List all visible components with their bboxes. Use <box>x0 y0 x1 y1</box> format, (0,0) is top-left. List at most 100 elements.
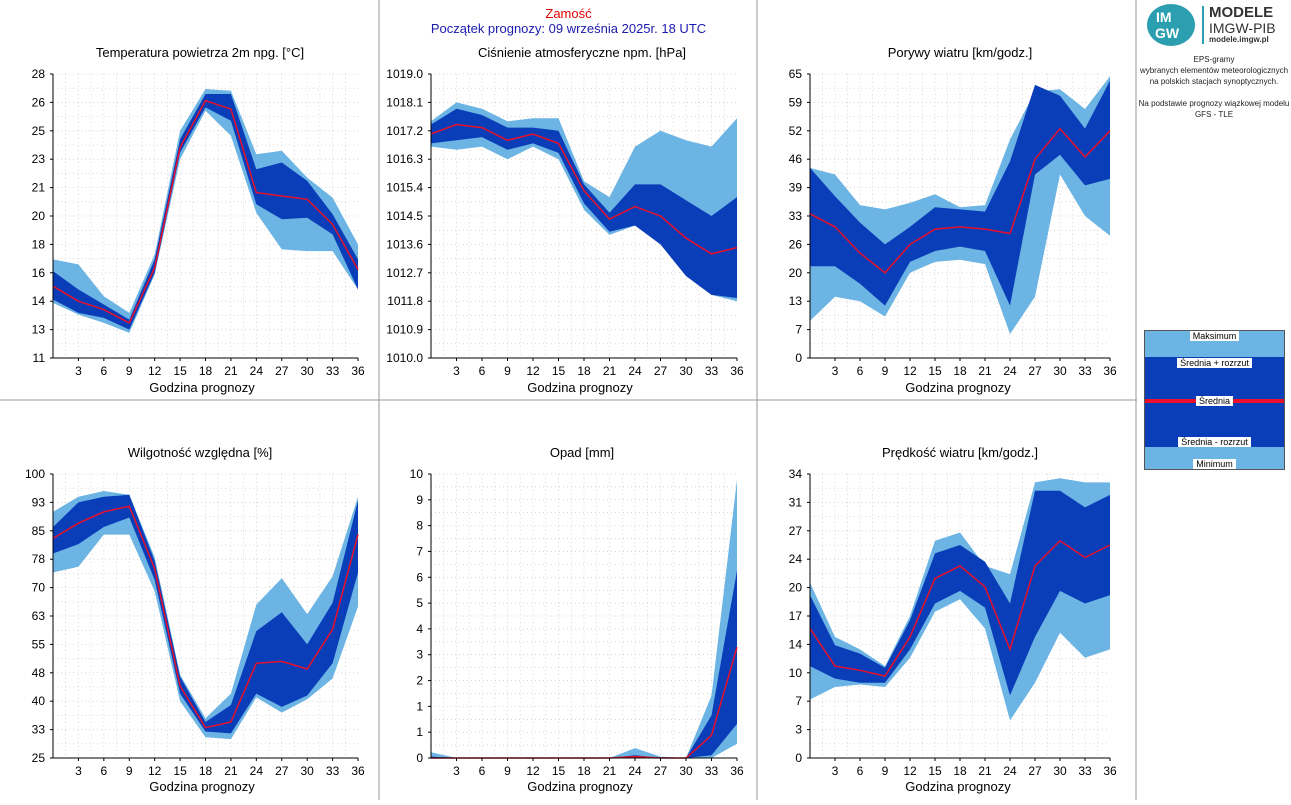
y-tick-label: 85 <box>32 524 46 538</box>
x-tick-label: 18 <box>199 364 213 378</box>
y-tick-label: 13 <box>32 323 46 337</box>
y-tick-label: 39 <box>789 181 803 195</box>
x-axis-label: Godzina prognozy <box>149 380 255 395</box>
x-tick-label: 24 <box>250 364 264 378</box>
y-tick-label: 0 <box>416 751 423 765</box>
x-tick-label: 27 <box>654 764 668 778</box>
logo-url[interactable]: modele.imgw.pl <box>1209 35 1269 44</box>
y-tick-label: 17 <box>789 609 803 623</box>
x-tick-label: 21 <box>603 364 617 378</box>
logo-mark-bottom: GW <box>1155 25 1180 41</box>
spread-band <box>810 490 1110 696</box>
x-tick-label: 30 <box>1053 764 1067 778</box>
x-tick-label: 12 <box>148 364 162 378</box>
x-tick-label: 9 <box>504 764 511 778</box>
y-tick-label: 28 <box>32 67 46 81</box>
y-tick-label: 33 <box>32 723 46 737</box>
x-tick-label: 27 <box>275 364 289 378</box>
x-tick-label: 27 <box>654 364 668 378</box>
y-tick-label: 7 <box>795 694 802 708</box>
x-tick-label: 9 <box>882 764 889 778</box>
y-tick-label: 78 <box>32 552 46 566</box>
y-tick-label: 1010.9 <box>386 323 423 337</box>
logo-mark-top: IM <box>1156 9 1172 25</box>
legend-max-label: Maksimum <box>1145 331 1284 341</box>
y-tick-label: 6 <box>416 570 423 584</box>
chart-title: Porywy wiatru [km/godz.] <box>888 45 1033 60</box>
x-tick-label: 36 <box>1103 764 1117 778</box>
y-tick-label: 0 <box>795 751 802 765</box>
spread-band <box>431 108 737 298</box>
y-tick-label: 1018.1 <box>386 95 423 109</box>
x-tick-label: 24 <box>1003 764 1017 778</box>
x-axis-label: Godzina prognozy <box>905 380 1011 395</box>
chart-title: Wilgotność względna [%] <box>128 445 273 460</box>
y-tick-label: 25 <box>32 751 46 765</box>
y-tick-label: 1017.2 <box>386 124 423 138</box>
mean-line <box>809 127 1111 274</box>
legend: Maksimum Średnia + rozrzut Średnia Średn… <box>1144 330 1285 470</box>
x-axis-label: Godzina prognozy <box>149 779 255 794</box>
x-axis-label: Godzina prognozy <box>905 779 1011 794</box>
y-tick-label: 1013.6 <box>386 237 423 251</box>
x-tick-label: 36 <box>730 364 744 378</box>
x-tick-label: 18 <box>577 364 591 378</box>
y-tick-label: 52 <box>789 124 803 138</box>
legend-mean-label: Średnia <box>1145 396 1284 406</box>
y-tick-label: 55 <box>32 637 46 651</box>
x-tick-label: 12 <box>903 764 917 778</box>
x-tick-label: 30 <box>1053 364 1067 378</box>
y-tick-label: 1011.8 <box>387 294 423 308</box>
x-tick-label: 33 <box>705 764 719 778</box>
x-tick-label: 3 <box>453 364 460 378</box>
logo-title: MODELE <box>1209 4 1274 21</box>
forecast-header: Zamość Początek prognozy: 09 września 20… <box>380 6 757 36</box>
x-tick-label: 15 <box>173 764 187 778</box>
x-tick-label: 6 <box>100 764 107 778</box>
x-tick-label: 33 <box>1078 764 1092 778</box>
y-tick-label: 1010.0 <box>386 351 423 365</box>
description-line: EPS-gramy <box>1193 55 1235 64</box>
x-tick-label: 15 <box>552 364 566 378</box>
y-tick-label: 40 <box>32 694 46 708</box>
x-tick-label: 9 <box>882 364 889 378</box>
y-tick-label: 1014.5 <box>386 209 423 223</box>
sidebar: IM GW MODELE IMGW-PIB modele.imgw.pl EPS… <box>1137 0 1291 800</box>
x-tick-label: 18 <box>199 764 213 778</box>
mean-line <box>52 99 359 324</box>
y-tick-label: 1015.4 <box>386 181 423 195</box>
description-line: GFS - TLE <box>1194 110 1234 119</box>
x-tick-label: 27 <box>1028 764 1042 778</box>
x-tick-label: 30 <box>300 764 314 778</box>
y-tick-label: 46 <box>789 152 803 166</box>
y-tick-label: 26 <box>32 95 46 109</box>
y-tick-label: 0 <box>795 351 802 365</box>
x-tick-label: 27 <box>275 764 289 778</box>
y-tick-label: 20 <box>32 209 46 223</box>
y-tick-label: 21 <box>32 181 46 195</box>
y-tick-label: 7 <box>416 544 423 558</box>
description-text: EPS-gramy wybranych elementów meteorolog… <box>1137 54 1291 120</box>
y-tick-label: 48 <box>32 666 46 680</box>
forecast-start: Początek prognozy: 09 września 2025r. 18… <box>430 21 707 36</box>
y-tick-label: 20 <box>789 581 803 595</box>
x-tick-label: 6 <box>857 364 864 378</box>
x-tick-label: 15 <box>928 364 942 378</box>
y-tick-label: 1012.7 <box>386 266 423 280</box>
x-tick-label: 24 <box>628 364 642 378</box>
x-tick-label: 6 <box>479 364 486 378</box>
y-tick-label: 34 <box>789 467 803 481</box>
y-tick-label: 70 <box>32 581 46 595</box>
y-tick-label: 20 <box>789 266 803 280</box>
x-tick-label: 18 <box>577 764 591 778</box>
y-tick-label: 11 <box>33 351 46 365</box>
spread-band <box>810 80 1110 306</box>
y-tick-label: 9 <box>416 493 423 507</box>
spread-band <box>53 494 358 734</box>
imgw-logo[interactable]: IM GW MODELE IMGW-PIB modele.imgw.pl <box>1145 2 1285 48</box>
x-tick-label: 3 <box>832 364 839 378</box>
y-tick-label: 100 <box>25 467 45 481</box>
